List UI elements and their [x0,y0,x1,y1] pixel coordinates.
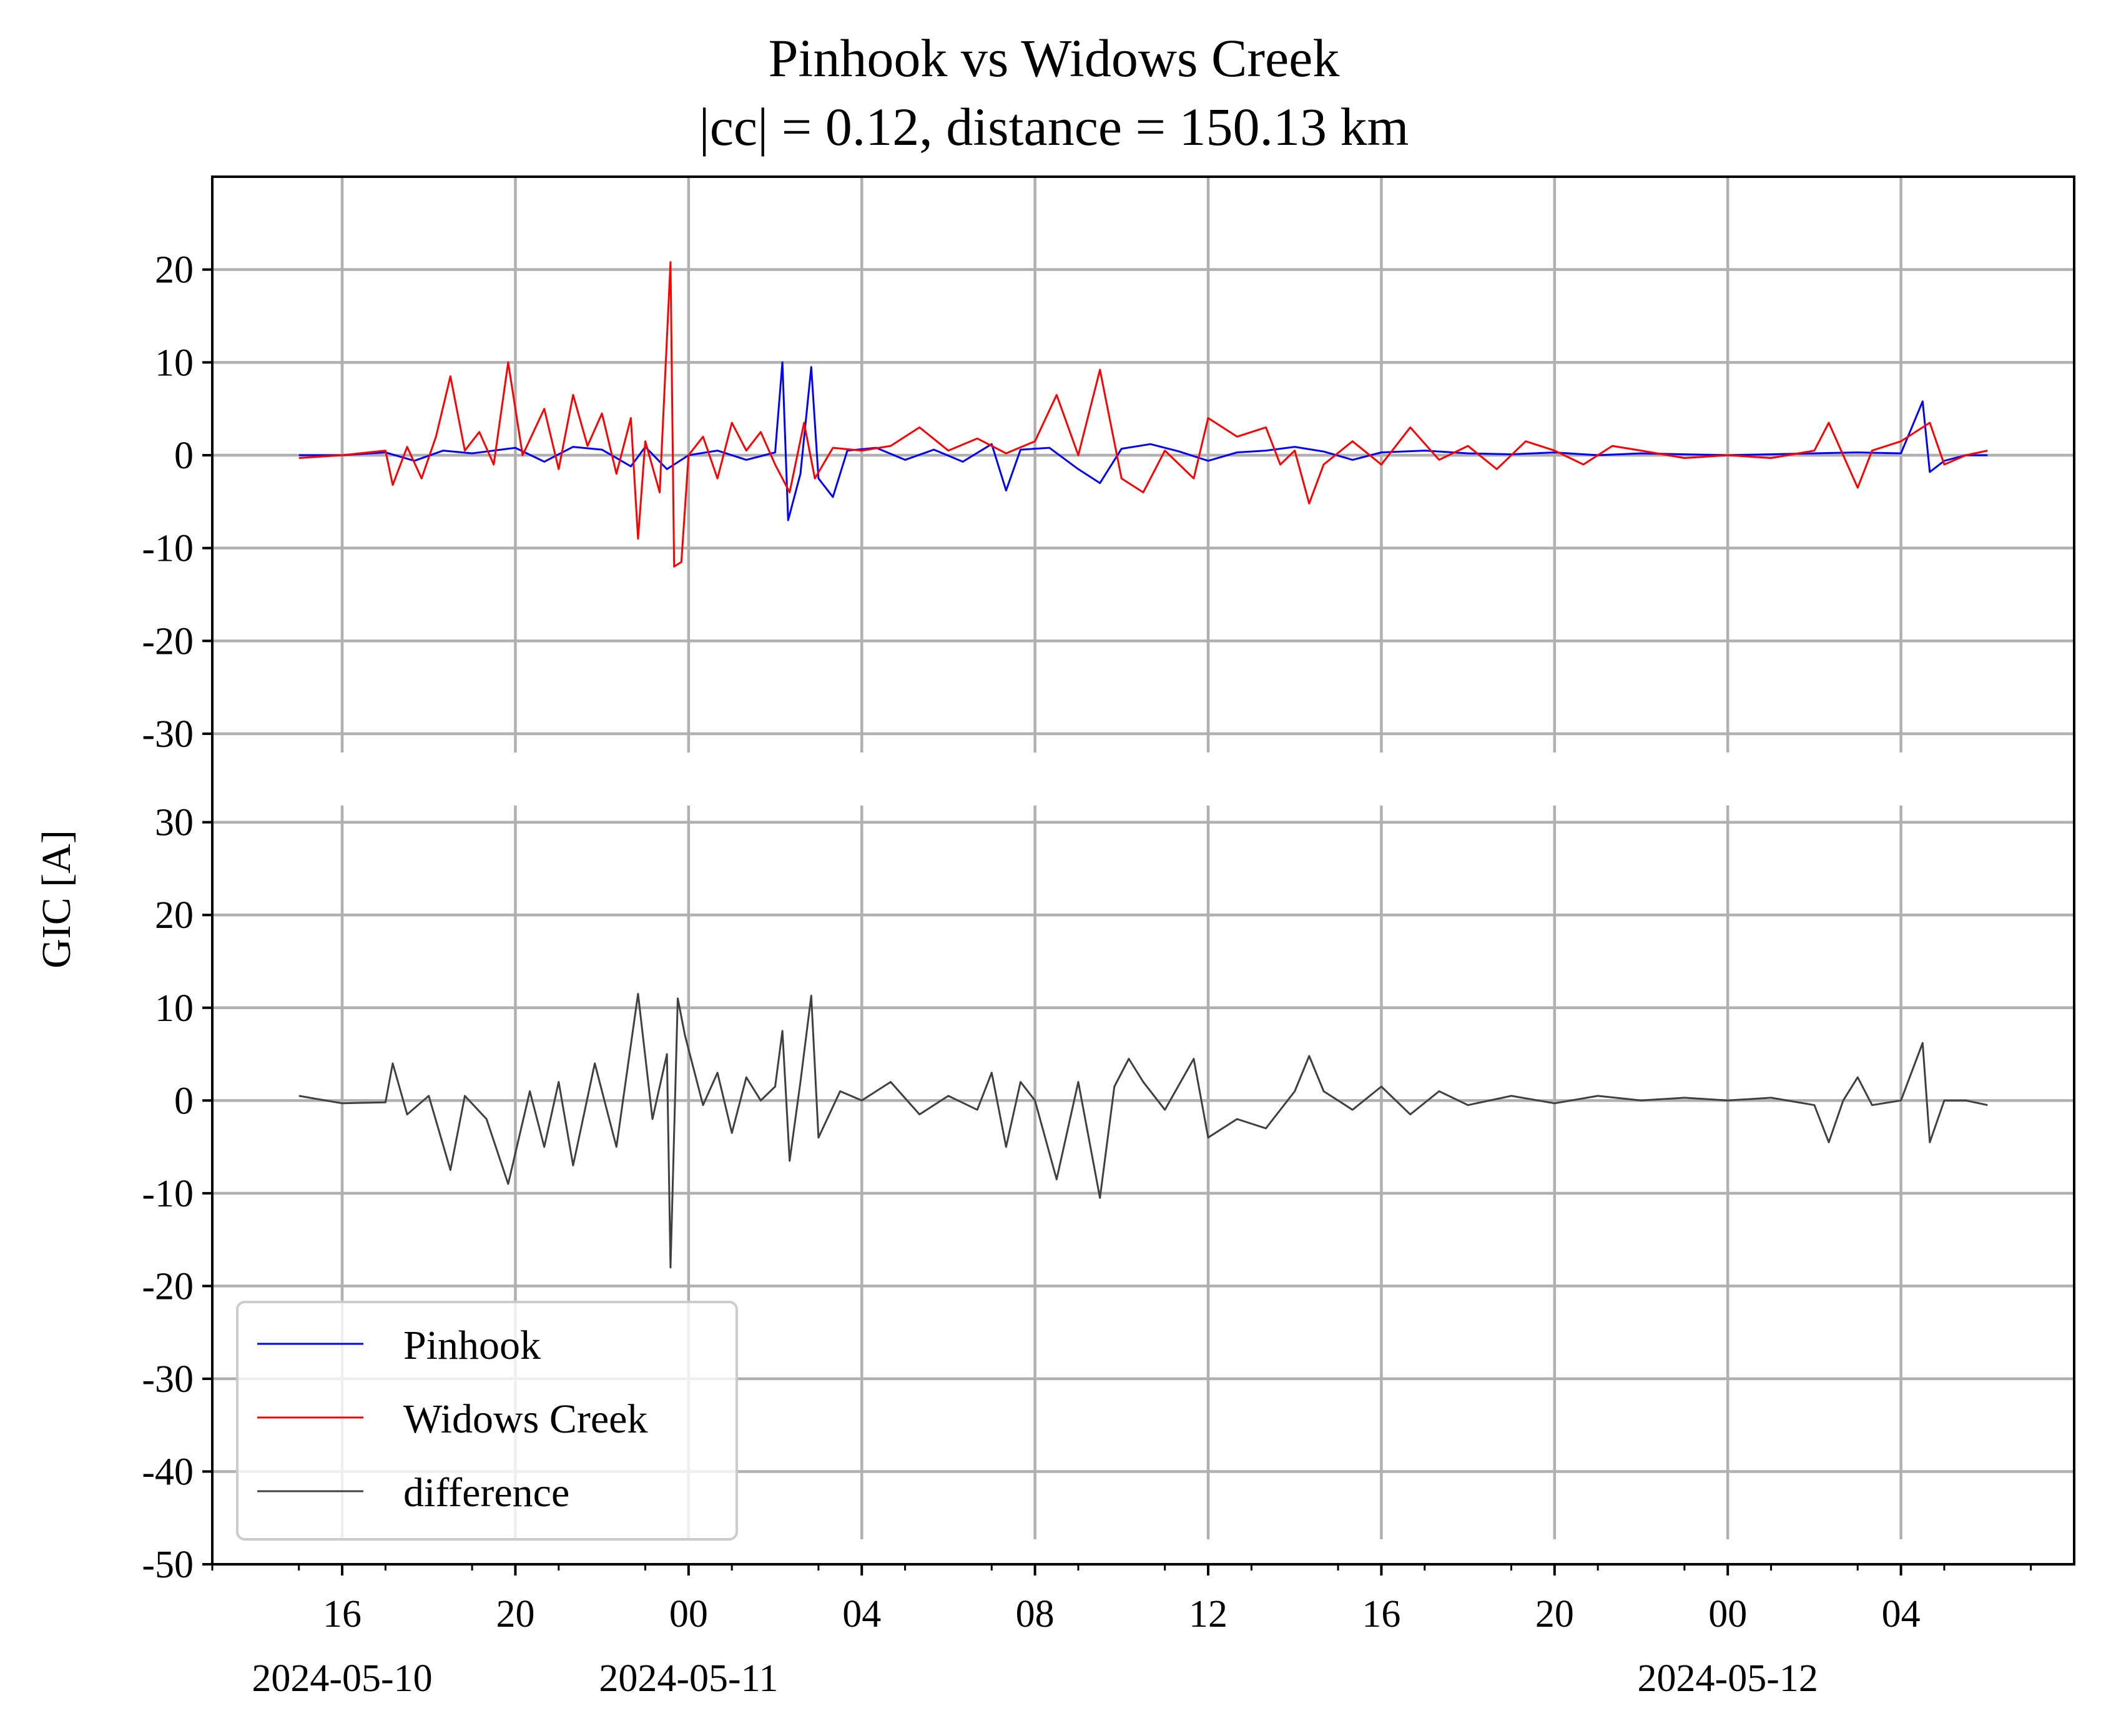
x-date-label: 2024-05-11 [599,1657,778,1700]
y-tick-label: 30 [155,802,194,844]
y-tick-label: 20 [155,894,194,937]
series-lines [298,261,1988,1269]
x-tick-label: 04 [1882,1593,1921,1635]
x-tick-label: 00 [1708,1593,1747,1635]
y-tick-label: 0 [174,435,194,477]
x-tick-label: 20 [1535,1593,1574,1635]
y-tick-label: -10 [142,1173,194,1215]
y-tick-label: 20 [155,249,194,292]
y-tick-label: -30 [142,713,194,756]
x-date-label: 2024-05-12 [1638,1657,1818,1700]
y-tick-label: -40 [142,1451,194,1493]
y-tick-label: 10 [155,987,194,1030]
plot-frame [211,175,2075,1566]
x-tick-label: 08 [1016,1593,1055,1635]
x-tick-label: 16 [1362,1593,1400,1635]
y-axis-label: GIC [A] [34,830,79,969]
x-tick-label: 12 [1189,1593,1228,1635]
legend-label-difference: difference [403,1470,569,1516]
x-tick-label: 04 [842,1593,881,1635]
series-difference [298,993,1988,1269]
legend-label-widows-creek: Widows Creek [403,1396,647,1442]
chart-title: Pinhook vs Widows Creek [769,28,1340,88]
x-date-label: 2024-05-10 [252,1657,432,1700]
y-tick-label: -50 [142,1544,194,1586]
axis-ticks: -30 -20 -10 0 10 20 -50 -40 -30 -20 -10 0 10 20 30 16 20… [142,249,2032,1700]
series-widows-creek [298,261,1988,568]
y-tick-label: -10 [142,528,194,570]
y-tick-label: 0 [174,1080,194,1122]
legend-label-pinhook: Pinhook [403,1323,541,1368]
y-tick-label: -20 [142,620,194,663]
chart-subtitle: |cc| = 0.12, distance = 150.13 km [699,97,1409,157]
y-tick-label: -20 [142,1265,194,1308]
x-tick-label: 20 [496,1593,534,1635]
x-tick-label: 00 [669,1593,708,1635]
legend: Pinhook Widows Creek difference [236,1301,738,1541]
legend-box [236,1301,738,1541]
x-tick-label: 16 [323,1593,362,1635]
grid [212,177,2074,1566]
y-tick-label: -30 [142,1358,194,1401]
y-tick-label: 10 [155,342,194,384]
